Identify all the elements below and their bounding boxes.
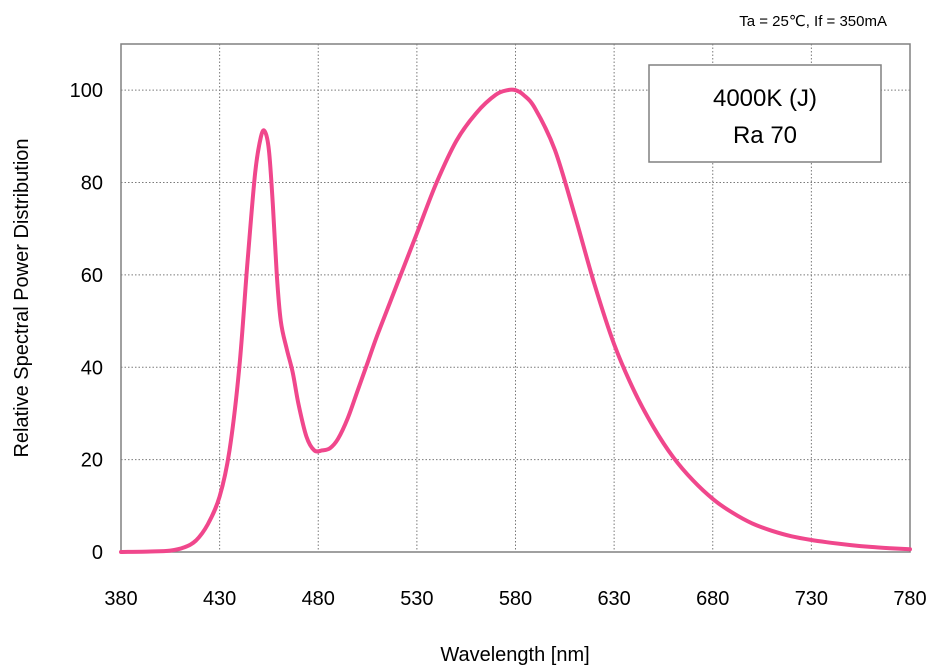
x-tick-label: 630 [597,588,630,610]
x-axis-title: Wavelength [nm] [440,644,589,666]
plot-frame [120,43,911,553]
x-tick-label: 780 [893,588,926,610]
legend-frame [648,64,882,163]
y-tick-labels: 0 20 40 60 80 100 [70,80,103,564]
x-tick-label: 680 [696,588,729,610]
y-tick-label: 20 [81,450,103,472]
spectral-power-line [119,87,912,554]
x-tick-labels: 380 430 480 530 580 630 680 730 780 [104,588,926,610]
legend-line-2: Ra 70 [733,122,797,149]
x-tick-label: 480 [302,588,335,610]
x-tick-label: 730 [795,588,828,610]
legend-line-1: 4000K (J) [713,85,817,112]
x-tick-label: 380 [104,588,137,610]
y-tick-label: 0 [92,542,103,564]
legend-box: 4000K (J) Ra 70 [648,64,882,163]
y-tick-label: 40 [81,357,103,379]
y-tick-label: 80 [81,173,103,195]
y-tick-label: 100 [70,80,103,102]
x-tick-label: 430 [203,588,236,610]
x-tick-label: 530 [400,588,433,610]
y-tick-label: 60 [81,265,103,287]
x-tick-label: 580 [499,588,532,610]
y-axis-title: Relative Spectral Power Distribution [11,138,33,457]
measurement-conditions: Ta = 25℃, If = 350mA [739,13,887,30]
